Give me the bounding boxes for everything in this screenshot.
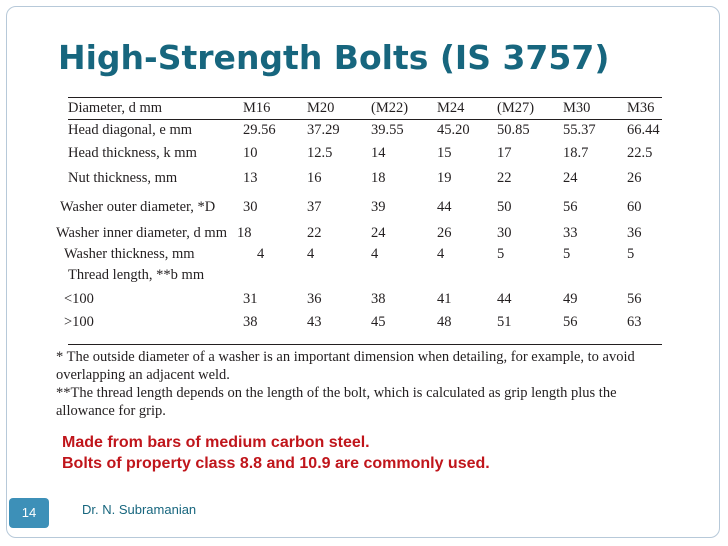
table-cell: 22 (497, 170, 512, 186)
table-cell: 63 (627, 314, 642, 330)
table-header-label: Diameter, d mm (68, 100, 163, 116)
table-cell: 49 (563, 291, 578, 307)
table-row-label: Thread length, **b mm (68, 267, 205, 283)
table-cell: 5 (563, 246, 571, 262)
table-cell: 18.7 (563, 145, 589, 161)
table-cell: 37 (307, 199, 322, 215)
bolt-dimensions-table: Diameter, d mm M16 M20 (M22) M24 (M27) M30 M36 H… (56, 92, 670, 348)
table-cell: 4 (257, 246, 265, 262)
table-cell: 31 (243, 291, 258, 307)
table-row-label: Washer thickness, mm (64, 246, 195, 262)
table-cell: 50.85 (497, 122, 530, 138)
table-cell: 44 (497, 291, 512, 307)
table-cell: 17 (497, 145, 512, 161)
table-cell: 45 (371, 314, 386, 330)
table-header-cell: M36 (627, 100, 655, 116)
table-cell: 39.55 (371, 122, 404, 138)
table-row-label: Head thickness, k mm (68, 145, 197, 161)
table-row-label: Washer inner diameter, d mm (56, 225, 227, 241)
material-note: Bolts of property class 8.8 and 10.9 are… (62, 455, 490, 472)
table-cell: 16 (307, 170, 322, 186)
table-top-rule (68, 97, 662, 98)
table-cell: 37.29 (307, 122, 340, 138)
table-cell: 5 (497, 246, 505, 262)
table-row-label: Washer outer diameter, *D (60, 199, 216, 215)
slide-frame (6, 6, 720, 538)
table-header-rule (68, 119, 662, 120)
table-header-cell: M16 (243, 100, 271, 116)
table-cell: 24 (563, 170, 578, 186)
table-cell: 55.37 (563, 122, 596, 138)
table-row-label: <100 (64, 291, 94, 307)
table-cell: 30 (243, 199, 258, 215)
table-cell: 66.44 (627, 122, 660, 138)
table-cell: 41 (437, 291, 452, 307)
table-cell: 30 (497, 225, 512, 241)
table-cell: 43 (307, 314, 322, 330)
page-number-badge: 14 (9, 498, 49, 528)
table-cell: 50 (497, 199, 512, 215)
table-cell: 48 (437, 314, 452, 330)
table-cell: 15 (437, 145, 452, 161)
table-cell: 56 (627, 291, 642, 307)
table-header-cell: M20 (307, 100, 335, 116)
footnote: * The outside diameter of a washer is an… (56, 349, 635, 383)
table-footnotes: * The outside diameter of a washer is an… (56, 348, 676, 420)
footnote: **The thread length depends on the lengt… (56, 385, 617, 419)
table-header-cell: (M22) (371, 100, 409, 116)
table-row-label: Head diagonal, e mm (68, 122, 193, 138)
table-cell: 22 (307, 225, 322, 241)
table-cell: 51 (497, 314, 512, 330)
table-cell: 12.5 (307, 145, 333, 161)
table-cell: 39 (371, 199, 386, 215)
table-cell: 38 (371, 291, 386, 307)
table-cell: 45.20 (437, 122, 470, 138)
table-cell: 14 (371, 145, 386, 161)
table-cell: 33 (563, 225, 578, 241)
table-cell: 5 (627, 246, 635, 262)
table-cell: 26 (437, 225, 452, 241)
table-cell: 26 (627, 170, 642, 186)
table-cell: 29.56 (243, 122, 276, 138)
table-header-cell: M30 (563, 100, 591, 116)
author-footer: Dr. N. Subramanian (82, 502, 197, 517)
slide-title: High-Strength Bolts (IS 3757) (58, 38, 610, 77)
table-cell: 18 (371, 170, 386, 186)
table-cell: 56 (563, 314, 578, 330)
table-cell: 22.5 (627, 145, 653, 161)
table-cell: 36 (307, 291, 322, 307)
table-cell: 44 (437, 199, 452, 215)
material-notes: Made from bars of medium carbon steel. Bo… (62, 432, 490, 474)
table-cell: 4 (307, 246, 315, 262)
table-cell: 38 (243, 314, 258, 330)
table-cell: 18 (237, 225, 252, 241)
table-cell: 13 (243, 170, 258, 186)
table-bottom-rule (68, 344, 662, 345)
material-note: Made from bars of medium carbon steel. (62, 434, 370, 451)
table-cell: 4 (371, 246, 379, 262)
table-cell: 4 (437, 246, 445, 262)
table-row-label: Nut thickness, mm (68, 170, 178, 186)
table-cell: 10 (243, 145, 258, 161)
table-cell: 36 (627, 225, 642, 241)
table-cell: 24 (371, 225, 386, 241)
table-cell: 56 (563, 199, 578, 215)
table-cell: 60 (627, 199, 642, 215)
table-row-label: >100 (64, 314, 94, 330)
table-header-cell: (M27) (497, 100, 535, 116)
table-header-cell: M24 (437, 100, 465, 116)
table-cell: 19 (437, 170, 452, 186)
